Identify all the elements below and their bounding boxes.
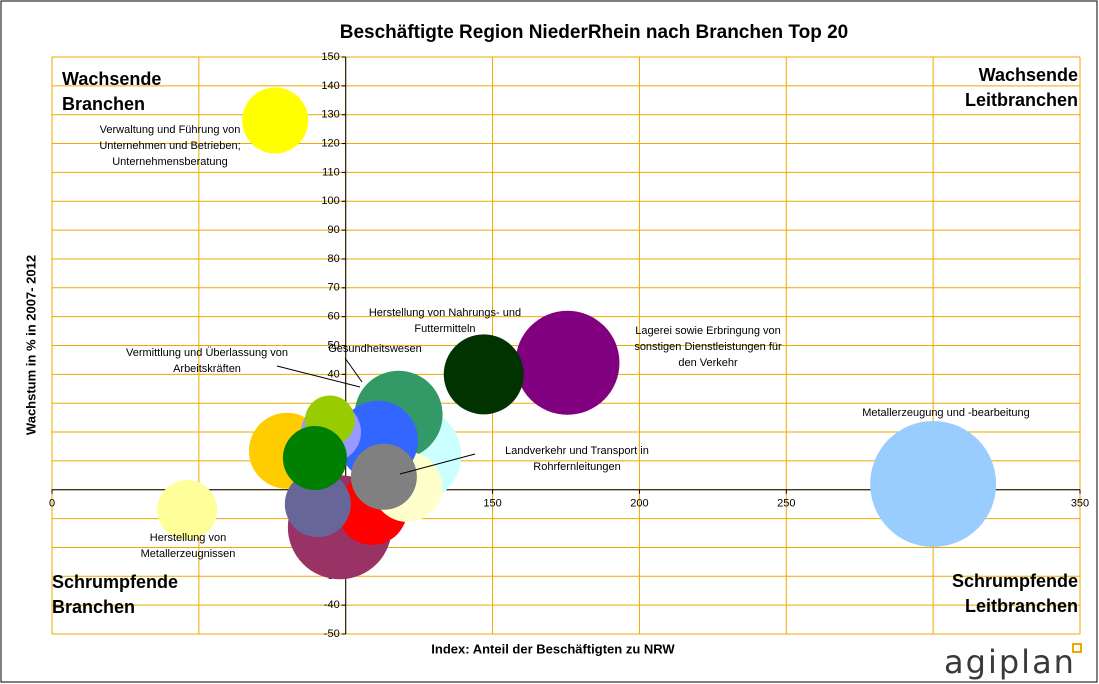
- bubble: [242, 87, 309, 154]
- y-tick-label: -50: [324, 628, 340, 640]
- x-tick-label: 200: [630, 498, 648, 510]
- y-axis-label: Wachstum in % in 2007- 2012: [23, 255, 38, 435]
- bubble: [443, 334, 524, 415]
- annotation: den Verkehr: [678, 357, 738, 369]
- quadrant-label: Wachsende: [979, 65, 1078, 85]
- quadrant-label: Schrumpfende: [52, 572, 178, 592]
- quadrant-label: Schrumpfende: [952, 571, 1078, 591]
- annotation: Vermittlung und Überlassung von: [126, 347, 288, 359]
- x-tick-label: 150: [483, 498, 501, 510]
- annotation: Herstellung von: [150, 532, 226, 544]
- y-tick-label: 120: [321, 137, 339, 149]
- y-tick-label: 50: [327, 339, 339, 351]
- bubble: [870, 420, 997, 547]
- y-tick-label: 110: [322, 166, 340, 178]
- x-tick-label: 250: [777, 498, 795, 510]
- annotation: Arbeitskräften: [173, 363, 241, 375]
- annotation: sonstigen Dienstleistungen für: [634, 341, 782, 353]
- annotation: Gesundheitswesen: [328, 343, 422, 355]
- chart-title: Beschäftigte Region NiederRhein nach Bra…: [340, 22, 849, 43]
- x-tick-label: 350: [1071, 498, 1089, 510]
- annotation: Lagerei sowie Erbringung von: [635, 325, 781, 337]
- annotation: Verwaltung und Führung von: [100, 124, 241, 136]
- quadrant-label: Leitbranchen: [965, 596, 1078, 616]
- y-tick-label: 90: [327, 224, 339, 236]
- y-tick-label: 40: [327, 368, 339, 380]
- bubble: [284, 471, 351, 538]
- y-tick-label: -40: [324, 599, 340, 611]
- y-tick-label: 100: [321, 195, 339, 207]
- bubble: [515, 310, 620, 415]
- quadrant-label: Branchen: [52, 597, 135, 617]
- bubble: [282, 426, 347, 491]
- logo: agiplan: [944, 643, 1076, 681]
- logo-mark: [1072, 643, 1082, 653]
- y-tick-label: 60: [327, 311, 339, 323]
- annotation: Unternehmensberatung: [112, 156, 228, 168]
- annotation: Rohrfernleitungen: [533, 461, 620, 473]
- y-tick-label: 150: [321, 51, 339, 63]
- quadrant-label: Branchen: [62, 94, 145, 114]
- quadrant-label: Wachsende: [62, 69, 161, 89]
- bubble: [157, 479, 218, 540]
- leader-line: [344, 357, 363, 383]
- y-tick-label: 70: [327, 282, 339, 294]
- annotation: Metallerzeugung und -bearbeitung: [862, 407, 1030, 419]
- y-tick-label: 130: [321, 109, 339, 121]
- bubble: [350, 443, 417, 510]
- leader-line: [399, 453, 476, 475]
- quadrant-label: Leitbranchen: [965, 90, 1078, 110]
- x-axis-label: Index: Anteil der Beschäftigten zu NRW: [431, 641, 675, 656]
- annotation: Herstellung von Nahrungs- und: [369, 307, 521, 319]
- annotation: Futtermitteln: [414, 323, 475, 335]
- leader-line: [276, 365, 361, 388]
- y-tick-label: 80: [327, 253, 339, 265]
- y-tick-label: 140: [321, 80, 339, 92]
- annotation: Metallerzeugnissen: [141, 548, 236, 560]
- x-tick-label: 0: [49, 498, 55, 510]
- annotation: Unternehmen und Betrieben;: [99, 140, 240, 152]
- annotation: Landverkehr und Transport in: [505, 445, 649, 457]
